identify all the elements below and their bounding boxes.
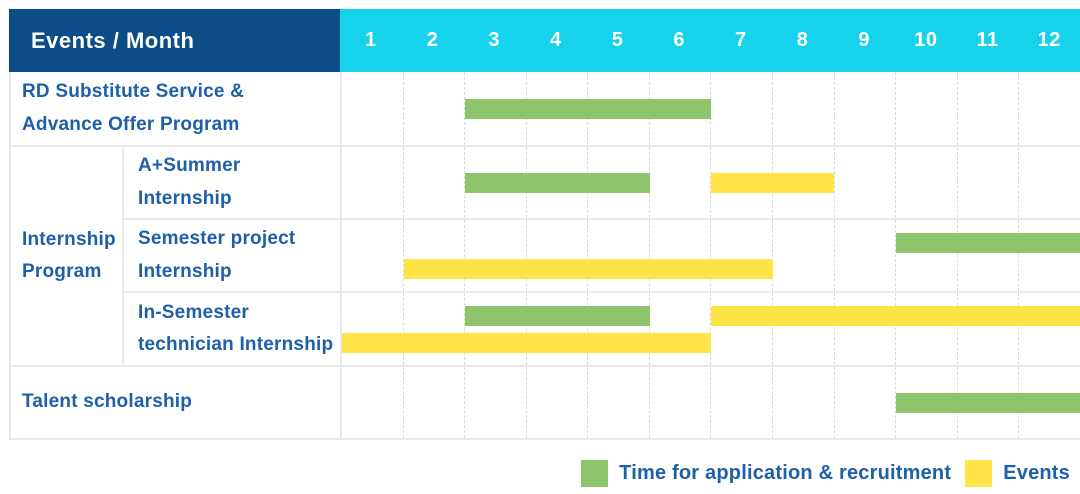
gantt-bar-application <box>895 233 1080 253</box>
month-gridlines <box>342 220 1080 291</box>
row-label-in-semester-technician: In-Semester technician Internship <box>124 293 340 367</box>
month-header-cell: 7 <box>735 29 747 51</box>
gantt-bar-events <box>711 306 1080 326</box>
gantt-bar-application <box>465 98 711 119</box>
row-label-a-plus-summer: A+Summer Internship <box>124 147 340 220</box>
month-header-cell: 8 <box>796 29 809 51</box>
row-label-semester-project: Semester project Internship <box>124 220 340 293</box>
month-header-row: 1 2 3 4 5 6 7 8 9 10 11 12 <box>340 9 1080 72</box>
month-header-cell: 9 <box>858 29 871 51</box>
month-gridlines <box>342 72 1080 145</box>
gantt-row-track <box>340 72 1080 147</box>
gantt-row-track <box>340 220 1080 293</box>
month-gridlines <box>342 293 1080 365</box>
row-label-talent-scholarship: Talent scholarship <box>9 367 340 440</box>
gantt-row-track <box>340 147 1080 220</box>
month-header-cell: 3 <box>488 29 500 51</box>
legend: Time for application & recruitment Event… <box>581 459 1070 487</box>
header-events-month-label: Events / Month <box>31 27 195 53</box>
month-header-cell: 12 <box>1037 29 1061 51</box>
gantt-bar-events <box>342 333 711 353</box>
group-label-internship-program: Internship Program <box>9 147 124 367</box>
month-header-cell: 4 <box>550 29 562 51</box>
legend-label-application: Time for application & recruitment <box>619 461 952 484</box>
month-header-cell: 6 <box>673 29 685 51</box>
gantt-table: Events / Month 1 2 3 4 5 6 7 8 9 10 11 12 RD Substi… <box>9 9 1080 440</box>
month-header-cell: 5 <box>611 29 624 51</box>
legend-label-events: Events <box>1003 461 1070 484</box>
gantt-bar-events <box>711 172 834 193</box>
month-header-cell: 1 <box>365 29 377 51</box>
green-swatch-icon <box>581 459 609 487</box>
gantt-bar-application <box>465 172 650 193</box>
yellow-swatch-icon <box>965 459 993 487</box>
legend-item-events: Events <box>965 459 1070 487</box>
gantt-bar-events <box>403 259 773 279</box>
gantt-bar-application <box>465 306 650 326</box>
month-header-cell: 2 <box>426 29 439 51</box>
gantt-row-track <box>340 293 1080 367</box>
header-events-month: Events / Month <box>9 9 340 72</box>
gantt-row-track <box>340 367 1080 440</box>
month-header-cell: 10 <box>914 29 938 51</box>
month-header-cell: 11 <box>976 29 999 51</box>
legend-item-application: Time for application & recruitment <box>581 459 952 487</box>
row-label-rd-substitute: RD Substitute Service & Advance Offer Pr… <box>9 72 340 147</box>
gantt-bar-application <box>895 392 1080 413</box>
